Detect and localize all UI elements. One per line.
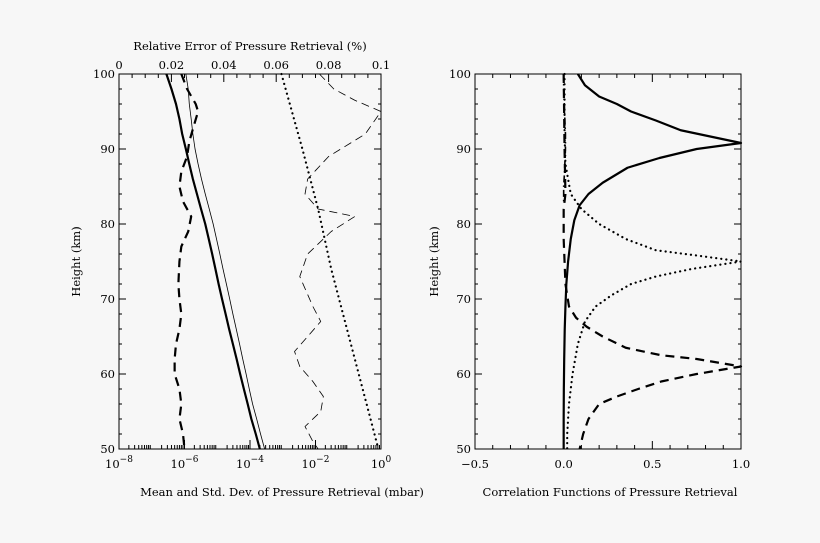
right-series-0-thick-solid [562, 73, 743, 449]
top-x-tick-label: 0.08 [316, 58, 342, 72]
top-x-tick-label: 0 [115, 58, 122, 72]
right-x-tick-label: −0.5 [461, 457, 489, 471]
left-y-tick-label: 100 [93, 67, 115, 81]
top-x-tick-label: 0.1 [372, 58, 390, 72]
right-plot-frame [474, 73, 742, 450]
right-y-tick-label: 90 [456, 142, 471, 156]
right-y-tick-label: 100 [449, 67, 471, 81]
left-x-tick-label: 10−2 [302, 455, 330, 471]
left-y-tick-label: 80 [100, 217, 115, 231]
right-x-tick-label: 1.0 [732, 457, 750, 471]
right-series-3-dash-dot [562, 74, 567, 202]
left-series-1-thin-solid [185, 73, 266, 450]
right-y-axis-title: Height (km) [427, 226, 441, 296]
right-y-tick-label: 80 [456, 217, 471, 231]
left-y-tick-label: 60 [100, 367, 115, 381]
right-series-2-thick-dashed [562, 73, 743, 450]
correlation-panel: 50 60 70 80 90 100 −0.5 0.0 0.5 1.0 Correlation Fu… [427, 67, 750, 499]
right-y-tick-label: 70 [456, 292, 471, 306]
left-y-axis-title: Height (km) [69, 226, 83, 296]
left-top-axis-title: Relative Error of Pressure Retrieval (%) [133, 39, 366, 53]
left-y-tick-label: 90 [100, 142, 115, 156]
left-series-0-thick-solid [165, 73, 261, 450]
top-x-tick-label: 0.02 [159, 58, 185, 72]
top-x-tick-label: 0.04 [211, 58, 237, 72]
right-x-tick-label: 0.5 [643, 457, 661, 471]
right-x-axis-title: Correlation Functions of Pressure Retrie… [483, 485, 738, 499]
top-x-tick-label: 0.06 [263, 58, 289, 72]
left-series-2-thick-dashed [173, 73, 200, 450]
right-x-tick-label: 0.0 [555, 457, 573, 471]
left-series-3-thin-dashed [294, 73, 382, 450]
left-x-tick-label: 100 [371, 455, 392, 471]
left-x-axis-title: Mean and Std. Dev. of Pressure Retrieval… [140, 485, 424, 499]
left-y-tick-label: 70 [100, 292, 115, 306]
left-x-tick-label: 10−6 [171, 455, 199, 471]
right-y-tick-label: 60 [456, 367, 471, 381]
left-x-tick-label: 10−4 [236, 455, 264, 471]
left-series-4-dotted [280, 72, 380, 451]
right-y-tick-label: 50 [456, 442, 471, 456]
left-x-tick-label: 10−8 [105, 455, 133, 471]
right-series-1-dotted [563, 72, 743, 451]
left-y-tick-label: 50 [100, 442, 115, 456]
